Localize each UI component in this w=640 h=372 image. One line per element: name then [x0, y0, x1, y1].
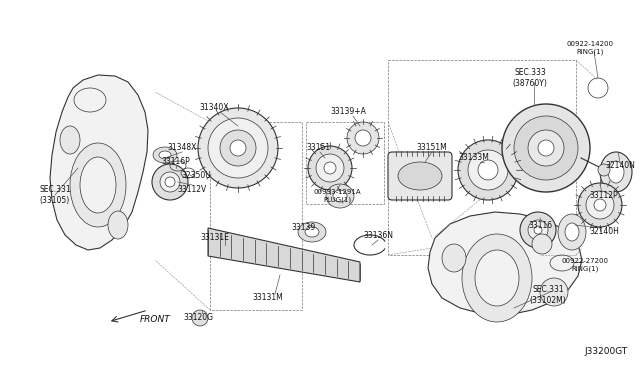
Text: 00933-1291A
PLUG(1): 00933-1291A PLUG(1) — [313, 189, 361, 203]
Text: 31340X: 31340X — [199, 103, 228, 112]
Ellipse shape — [398, 162, 442, 190]
FancyBboxPatch shape — [388, 152, 452, 200]
Text: J33200GT: J33200GT — [584, 347, 628, 356]
Ellipse shape — [462, 234, 532, 322]
Text: 33120G: 33120G — [183, 314, 213, 323]
Bar — [388, 60, 576, 255]
Ellipse shape — [468, 150, 508, 190]
Text: SEC.333
(38760Y): SEC.333 (38760Y) — [513, 68, 547, 88]
Polygon shape — [428, 212, 582, 315]
Text: 33136N: 33136N — [363, 231, 393, 241]
Ellipse shape — [528, 130, 564, 166]
Ellipse shape — [108, 211, 128, 239]
Ellipse shape — [316, 154, 344, 182]
Bar — [306, 122, 384, 204]
Text: 33112V: 33112V — [177, 186, 207, 195]
Ellipse shape — [558, 214, 586, 250]
Text: 33131E: 33131E — [200, 234, 229, 243]
Text: SEC.331
(33105): SEC.331 (33105) — [39, 185, 71, 205]
Text: 32350U: 32350U — [181, 170, 211, 180]
Ellipse shape — [198, 108, 278, 188]
Text: SEC.331
(33102M): SEC.331 (33102M) — [530, 285, 566, 305]
Ellipse shape — [70, 143, 126, 227]
Text: 33139: 33139 — [292, 224, 316, 232]
Ellipse shape — [600, 152, 632, 192]
Ellipse shape — [326, 184, 354, 208]
Ellipse shape — [578, 183, 622, 227]
Ellipse shape — [458, 140, 518, 200]
Ellipse shape — [308, 146, 352, 190]
Text: 32140H: 32140H — [589, 228, 619, 237]
Text: 33116: 33116 — [528, 221, 552, 230]
Ellipse shape — [608, 161, 624, 183]
Text: 33131M: 33131M — [253, 294, 284, 302]
Ellipse shape — [347, 122, 379, 154]
Ellipse shape — [478, 160, 498, 180]
Ellipse shape — [502, 104, 590, 192]
Ellipse shape — [598, 164, 610, 176]
Ellipse shape — [159, 151, 171, 159]
Bar — [210, 122, 302, 310]
Ellipse shape — [80, 157, 116, 213]
Ellipse shape — [520, 212, 556, 248]
Ellipse shape — [514, 116, 578, 180]
Text: 33151: 33151 — [306, 144, 330, 153]
Ellipse shape — [442, 244, 466, 272]
Text: 33139+A: 33139+A — [330, 108, 366, 116]
Ellipse shape — [192, 310, 208, 326]
Text: 00922-27200
RING(1): 00922-27200 RING(1) — [561, 258, 609, 272]
Ellipse shape — [540, 278, 568, 306]
Ellipse shape — [528, 220, 548, 240]
Ellipse shape — [60, 126, 80, 154]
Ellipse shape — [538, 140, 554, 156]
Ellipse shape — [230, 140, 246, 156]
Text: 33151M: 33151M — [417, 144, 447, 153]
Ellipse shape — [220, 130, 256, 166]
Text: 33112P: 33112P — [589, 190, 618, 199]
Polygon shape — [208, 228, 360, 282]
Text: 33133M: 33133M — [459, 154, 490, 163]
Ellipse shape — [475, 250, 519, 306]
Ellipse shape — [305, 227, 319, 237]
Ellipse shape — [594, 199, 606, 211]
Text: 31348X: 31348X — [167, 144, 196, 153]
Ellipse shape — [160, 172, 180, 192]
Ellipse shape — [355, 130, 371, 146]
Ellipse shape — [74, 88, 106, 112]
Ellipse shape — [565, 223, 579, 241]
Polygon shape — [50, 75, 148, 250]
Ellipse shape — [586, 191, 614, 219]
Ellipse shape — [152, 164, 188, 200]
Text: 32140N: 32140N — [605, 160, 635, 170]
Text: 33116P: 33116P — [162, 157, 190, 167]
Ellipse shape — [534, 226, 542, 234]
Ellipse shape — [333, 190, 347, 202]
Ellipse shape — [324, 162, 336, 174]
Text: FRONT: FRONT — [140, 315, 170, 324]
Ellipse shape — [532, 234, 552, 254]
Text: 00922-14200
RING(1): 00922-14200 RING(1) — [566, 41, 614, 55]
Ellipse shape — [208, 118, 268, 178]
Ellipse shape — [153, 147, 177, 163]
Ellipse shape — [165, 177, 175, 187]
Ellipse shape — [298, 222, 326, 242]
